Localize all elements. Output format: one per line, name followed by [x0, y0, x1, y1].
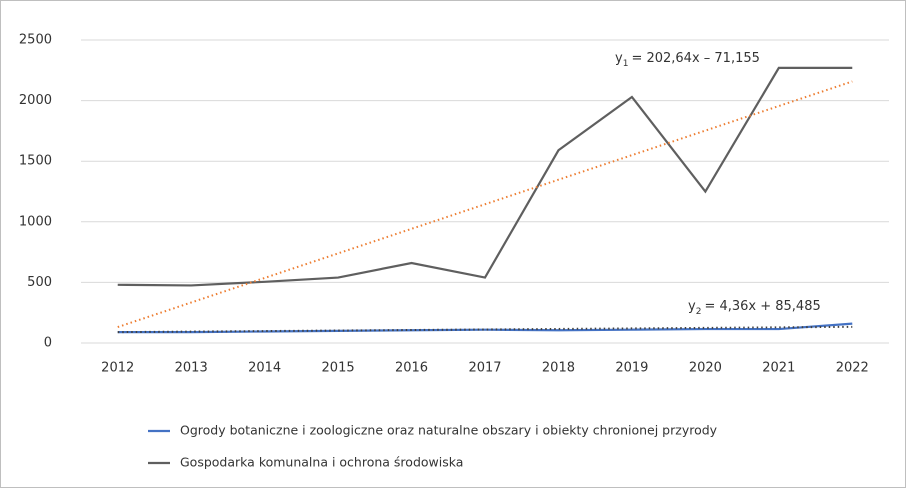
x-tick-label: 2022 — [836, 361, 869, 376]
x-tick-label: 2017 — [468, 361, 501, 376]
x-tick-label: 2012 — [101, 361, 134, 376]
x-tick-label: 2019 — [615, 361, 648, 376]
legend-label: Gospodarka komunalna i ochrona środowisk… — [180, 455, 463, 470]
label-variable: y — [615, 51, 623, 66]
series-line — [117, 66, 853, 287]
x-tick-label: 2013 — [175, 361, 208, 376]
y-tick-label: 1000 — [19, 214, 52, 229]
x-tick-label: 2020 — [689, 361, 722, 376]
x-tick-label: 2016 — [395, 361, 428, 376]
x-tick-label: 2021 — [762, 361, 795, 376]
label-subscript: 2 — [696, 307, 702, 317]
y-tick-label: 2000 — [19, 93, 52, 108]
legend-label: Ogrody botaniczne i zoologiczne oraz nat… — [180, 423, 718, 438]
trendline — [117, 325, 853, 334]
y-tick-label: 0 — [44, 336, 52, 351]
x-tick-label: 2018 — [542, 361, 575, 376]
legend: Ogrody botaniczne i zoologiczne oraz nat… — [148, 423, 718, 470]
trendline-label: y2 = 4,36x + 85,485 — [688, 299, 821, 317]
x-tick-label: 2014 — [248, 361, 281, 376]
label-subscript: 1 — [623, 59, 629, 69]
label-variable: y — [688, 299, 696, 314]
label-equation: = 4,36x + 85,485 — [704, 299, 820, 314]
y-tick-label: 1500 — [19, 154, 52, 169]
label-equation: = 202,64x – 71,155 — [631, 51, 759, 66]
x-tick-label: 2015 — [322, 361, 355, 376]
y-tick-label: 500 — [27, 275, 52, 290]
trendline — [117, 80, 853, 329]
trendline-label: y1 = 202,64x – 71,155 — [615, 51, 760, 69]
y-tick-label: 2500 — [19, 33, 52, 48]
